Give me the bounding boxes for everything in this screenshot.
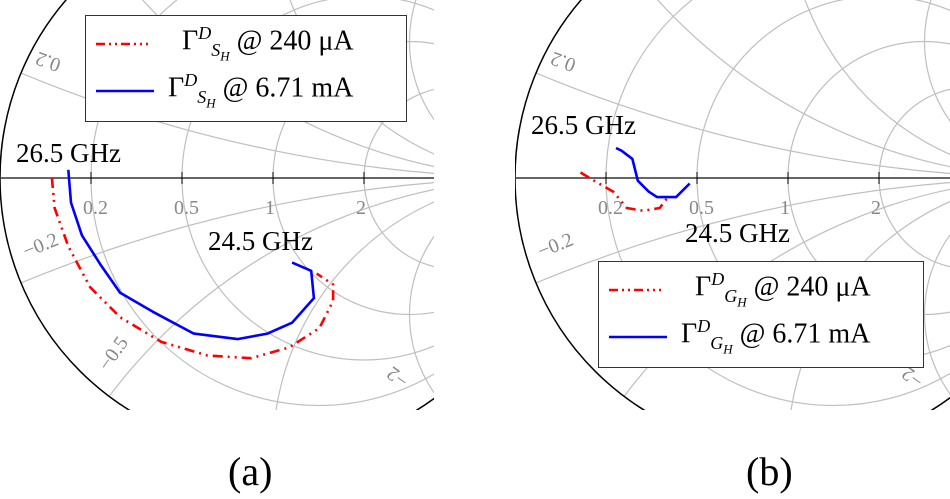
legend-b-entry-240ua: ΓDGH @ 240 μA <box>599 269 871 310</box>
smith-chart-b: 0.2 0.5 1 2 0.2 −0.2 −2 ΓDGH @ 240 μA ΓDGH @ 6… <box>515 0 950 410</box>
caption-a: (a) <box>228 449 273 494</box>
annotation-b-start-freq: 26.5 GHz <box>531 110 636 140</box>
legend-solid-line-icon <box>609 335 667 339</box>
legend-a-entry-671ma: ΓDSH @ 6.71 mA <box>86 70 354 111</box>
svg-text:−0.5: −0.5 <box>94 333 133 375</box>
svg-text:0.2: 0.2 <box>83 197 108 219</box>
legend-a-entry-240ua: ΓDSH @ 240 μA <box>86 23 354 64</box>
svg-text:2: 2 <box>871 197 881 219</box>
legend-solid-line-icon <box>96 89 154 93</box>
svg-text:0.2: 0.2 <box>33 47 64 76</box>
smith-chart-a: 0.2 0.5 1 2 0.2 −0.2 −0.5 −2 ΓDSH @ 240 μA ΓDSH… <box>0 0 434 410</box>
smith-chart-a-plot: 0.2 0.5 1 20.2−0.2−0.5−2 <box>0 0 434 410</box>
svg-text:1: 1 <box>265 197 275 219</box>
series-6-71ma-line <box>67 169 316 341</box>
svg-text:0.2: 0.2 <box>598 197 623 219</box>
series-240ua-line <box>50 177 335 360</box>
annotation-a-start-freq: 26.5 GHz <box>16 138 121 168</box>
svg-text:0.2: 0.2 <box>548 47 579 76</box>
svg-text:0.5: 0.5 <box>689 197 714 219</box>
legend-a-label-240ua: ΓDSH @ 240 μA <box>182 23 354 64</box>
legend-a-label-671ma: ΓDSH @ 6.71 mA <box>168 70 354 111</box>
svg-text:−0.2: −0.2 <box>20 229 62 263</box>
series-240ua-line <box>579 171 669 213</box>
annotation-b-end-freq: 24.5 GHz <box>685 218 790 248</box>
svg-text:1: 1 <box>780 197 790 219</box>
annotation-a-end-freq: 24.5 GHz <box>208 226 313 256</box>
legend-b-label-240ua: ΓDGH @ 240 μA <box>695 269 871 310</box>
series-6-71ma-line <box>615 146 691 199</box>
smith-chart-b-plot: 0.2 0.5 1 20.2−0.2−2 <box>515 0 950 410</box>
legend-b-entry-671ma: ΓDGH @ 6.71 mA <box>599 316 871 357</box>
legend-dashdot-icon <box>609 288 661 292</box>
svg-text:2: 2 <box>356 197 366 219</box>
caption-b: (b) <box>746 449 793 494</box>
legend-b: ΓDGH @ 240 μA ΓDGH @ 6.71 mA <box>598 261 924 368</box>
svg-text:−0.2: −0.2 <box>535 229 577 263</box>
legend-b-label-671ma: ΓDGH @ 6.71 mA <box>681 316 871 357</box>
legend-dashdot-icon <box>96 42 148 46</box>
svg-text:0.5: 0.5 <box>174 197 199 219</box>
legend-a: ΓDSH @ 240 μA ΓDSH @ 6.71 mA <box>85 15 407 122</box>
